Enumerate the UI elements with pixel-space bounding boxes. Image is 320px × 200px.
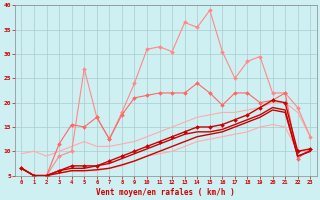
X-axis label: Vent moyen/en rafales ( km/h ): Vent moyen/en rafales ( km/h ) (96, 188, 235, 197)
